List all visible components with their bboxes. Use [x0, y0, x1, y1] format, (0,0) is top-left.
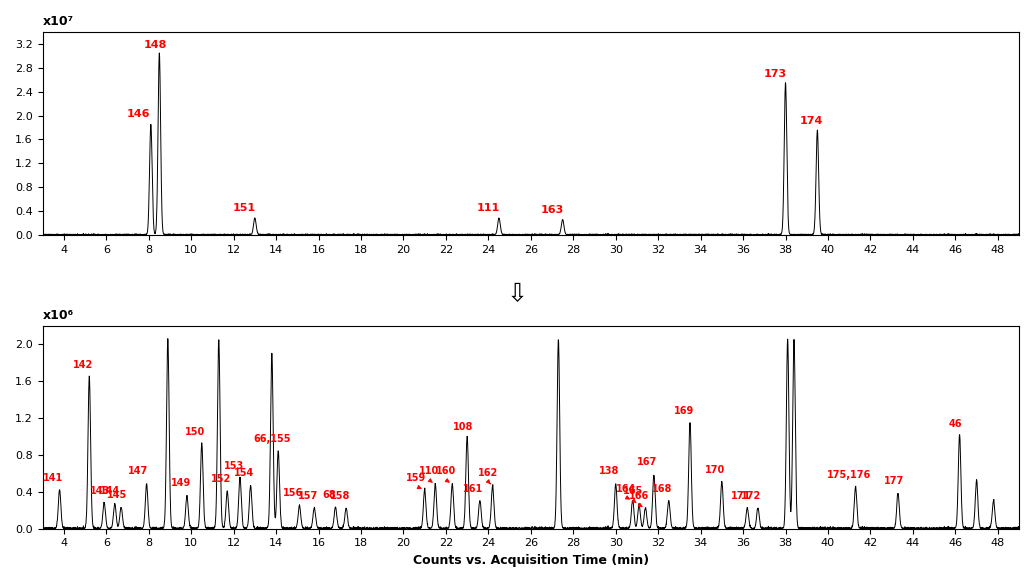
Text: ⇩: ⇩ [507, 282, 527, 306]
Text: 162: 162 [478, 468, 498, 478]
Text: 141: 141 [43, 473, 63, 482]
Text: 138: 138 [599, 466, 619, 476]
Text: 154: 154 [234, 468, 254, 478]
Text: 46: 46 [948, 419, 962, 429]
Text: 151: 151 [233, 203, 255, 214]
Text: 111: 111 [477, 203, 500, 214]
Text: x10⁷: x10⁷ [42, 15, 73, 28]
Text: 160: 160 [435, 466, 456, 476]
Text: 150: 150 [185, 427, 206, 436]
Text: 66,155: 66,155 [253, 434, 291, 444]
Text: 142: 142 [72, 360, 93, 370]
Text: 170: 170 [705, 465, 726, 475]
Text: x10⁶: x10⁶ [42, 309, 73, 322]
Text: 68: 68 [323, 490, 336, 500]
Text: 174: 174 [799, 116, 823, 126]
Text: 145: 145 [107, 490, 127, 500]
Text: 146: 146 [126, 108, 150, 119]
Text: 167: 167 [637, 457, 658, 467]
Text: 156: 156 [283, 488, 303, 498]
Text: 153: 153 [223, 461, 244, 471]
Text: 165: 165 [622, 487, 643, 496]
Text: 158: 158 [330, 491, 349, 501]
Text: 108: 108 [453, 422, 474, 432]
Text: 169: 169 [673, 406, 694, 416]
Text: 149: 149 [171, 478, 190, 488]
Text: 110: 110 [419, 466, 439, 476]
Text: 144: 144 [100, 487, 121, 496]
Text: 172: 172 [741, 491, 762, 501]
Text: 161: 161 [463, 484, 484, 494]
Text: 148: 148 [144, 40, 166, 50]
Text: 157: 157 [298, 491, 318, 501]
X-axis label: Counts vs. Acquisition Time (min): Counts vs. Acquisition Time (min) [413, 554, 649, 567]
Text: 166: 166 [629, 491, 649, 501]
Text: 177: 177 [884, 476, 904, 487]
Text: 147: 147 [128, 466, 148, 476]
Text: 164: 164 [616, 484, 637, 494]
Text: 163: 163 [541, 205, 564, 215]
Text: 152: 152 [211, 474, 231, 484]
Text: 171: 171 [731, 491, 751, 501]
Text: 168: 168 [652, 484, 672, 494]
Text: 159: 159 [406, 473, 426, 482]
Text: 173: 173 [763, 69, 787, 79]
Text: 143: 143 [90, 485, 110, 495]
Text: 175,176: 175,176 [827, 470, 872, 480]
